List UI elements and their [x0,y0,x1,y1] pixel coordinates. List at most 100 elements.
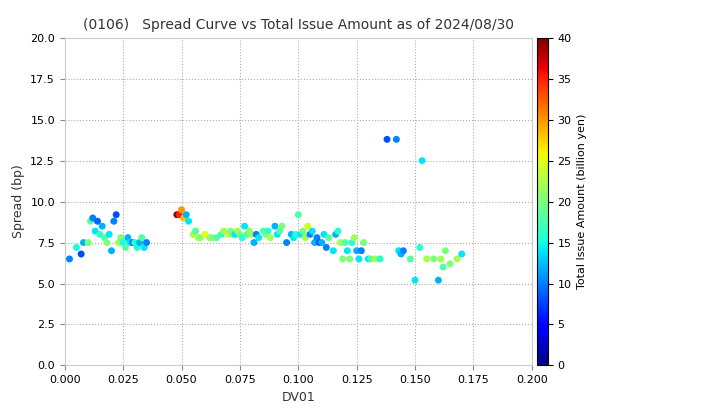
Point [307,228,318,234]
Point [428,255,439,262]
Point [71,244,82,251]
Point [365,255,377,262]
Point [117,239,129,246]
Point [281,239,292,246]
Point [274,228,285,234]
Point [234,231,246,238]
Point [132,244,143,251]
Point [358,239,369,246]
Point [405,255,416,262]
Point [354,255,365,262]
Point [138,244,150,251]
Point [246,231,257,238]
Point [348,234,360,241]
Point [456,251,467,257]
Point [243,228,255,234]
Point [127,239,138,246]
Point [260,231,271,238]
Point [96,223,108,229]
Point [183,218,194,225]
Point [125,239,136,246]
Point [101,239,112,246]
Y-axis label: Spread (bp): Spread (bp) [12,165,24,239]
Point [297,228,309,234]
Point [106,247,117,254]
Point [115,234,127,241]
Point [356,247,367,254]
Point [225,228,236,234]
Point [78,239,89,246]
Point [451,255,463,262]
Point [199,231,211,238]
Point [337,255,348,262]
Point [187,231,199,238]
Point [292,211,304,218]
Point [286,231,297,238]
Point [288,234,300,241]
Point [215,231,227,238]
Point [227,231,238,238]
Point [328,247,339,254]
Point [323,234,334,241]
Point [99,234,110,241]
Point [194,234,206,241]
Point [236,234,248,241]
Point [393,247,405,254]
Point [232,228,243,234]
Point [421,255,433,262]
Y-axis label: Total Issue Amount (billion yen): Total Issue Amount (billion yen) [577,114,587,289]
Point [414,244,426,251]
Point [346,239,358,246]
Point [302,223,313,229]
Point [295,231,307,238]
Point [87,215,99,221]
Point [269,223,281,229]
Point [76,251,87,257]
Point [91,218,103,225]
Point [305,231,316,238]
Point [320,244,332,251]
Point [339,239,351,246]
Point [363,255,374,262]
Point [262,228,274,234]
Point [416,157,428,164]
Point [120,244,131,251]
Point [258,228,269,234]
Point [290,231,302,238]
Point [171,211,183,218]
Point [218,228,230,234]
Point [94,231,106,238]
Point [300,234,311,241]
Point [82,239,94,246]
Point [122,234,134,241]
Point [409,277,420,284]
Point [313,239,325,246]
Point [330,231,341,238]
Point [332,228,343,234]
Point [316,239,328,246]
Point [318,231,330,238]
Point [190,228,202,234]
X-axis label: DV01: DV01 [282,391,315,404]
Point [335,239,346,246]
Point [174,211,185,218]
Point [134,239,145,246]
Point [89,228,101,234]
Point [176,207,187,213]
Point [382,136,393,143]
Point [239,223,251,229]
Point [276,223,288,229]
Title: (0106)   Spread Curve vs Total Issue Amount as of 2024/08/30: (0106) Spread Curve vs Total Issue Amoun… [83,18,514,32]
Point [264,234,276,241]
Point [230,231,241,238]
Point [369,255,381,262]
Point [222,231,234,238]
Point [204,234,215,241]
Point [309,239,320,246]
Point [206,234,217,241]
Point [374,255,386,262]
Point [311,234,323,241]
Point [437,264,449,270]
Point [104,231,115,238]
Point [136,234,148,241]
